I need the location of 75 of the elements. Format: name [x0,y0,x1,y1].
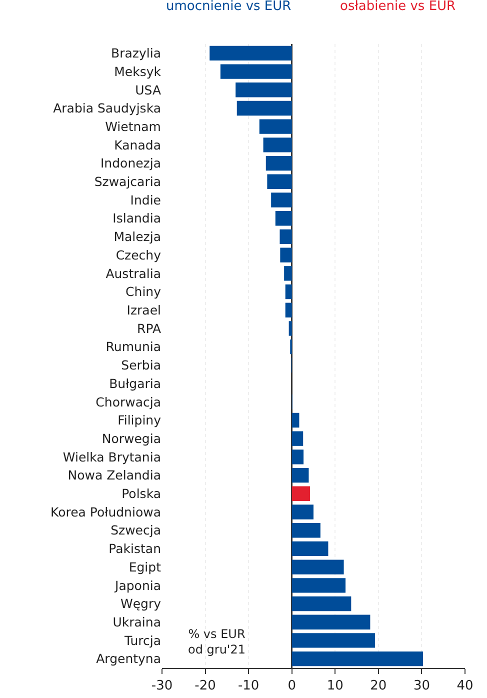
y-tick-label: Brazylia [111,46,161,61]
bar [271,192,292,208]
bar [292,541,328,556]
y-tick-label: Wietnam [105,118,161,134]
bar [284,266,292,281]
y-tick-label: Egipt [128,559,162,574]
x-tick-label: 30 [413,678,430,694]
y-tick-label: Kanada [114,137,161,152]
bar [236,100,292,116]
y-tick-label: Australia [106,266,161,281]
bar [285,302,292,318]
bar [280,248,292,262]
y-tick-label: Bułgaria [109,376,161,391]
y-tick-label: Indie [130,192,162,208]
y-tick-label: RPA [137,320,162,336]
x-tick-label: -10 [238,678,260,694]
y-tick-label: Japonia [114,578,161,593]
bar [263,138,292,152]
y-tick-label: USA [135,82,162,98]
x-tick-label: 10 [326,678,344,694]
bar [292,614,370,630]
y-tick-label: Wielka Brytania [62,449,161,464]
y-tick-label: Nowa Zelandia [68,468,161,483]
y-tick-label: Turcja [123,632,161,648]
bar [292,560,344,574]
y-tick-label: Norwegia [102,430,161,446]
bar [292,486,310,501]
y-tick-label: Węgry [120,596,162,612]
bar [236,82,292,98]
bar [292,596,352,612]
y-tick-label: Czechy [116,247,162,262]
y-tick-label: Arabia Saudyjska [53,100,161,116]
y-tick-label: Filipiny [118,412,162,428]
y-tick-label: Pakistan [108,541,161,556]
bar [288,321,292,336]
x-tick-label: 20 [370,678,387,694]
y-tick-label: Islandia [112,210,161,226]
x-tick-label: 0 [288,678,296,694]
bar [292,450,304,464]
bar [266,156,292,171]
x-tick-label: -20 [194,678,216,694]
y-tick-label: Rumunia [106,339,161,354]
y-tick-label: Chorwacja [96,394,161,410]
bar [275,211,292,226]
y-tick-label: Polska [122,486,161,502]
bar [292,633,375,648]
bar [292,504,314,520]
bar [259,119,292,134]
bar [280,229,292,244]
bar [267,174,292,189]
y-tick-label: Malezja [114,229,161,244]
y-tick-label: Meksyk [114,64,162,79]
bar [285,284,292,300]
y-tick-label: Szwecja [110,522,161,538]
y-tick-label: Korea Południowa [50,504,161,520]
text: umocnienie vs EUR [166,0,292,14]
bar [292,523,320,538]
bar [292,578,346,593]
annotation: % vs EUR od gru'21 [188,627,246,657]
y-tick-label: Serbia [121,358,161,373]
y-tick-label: Szwajcaria [94,174,161,190]
bar [292,468,309,483]
y-tick-label: Chiny [126,284,162,300]
bar [220,64,292,79]
x-tick-label: 40 [456,678,474,694]
y-tick-label: Argentyna [96,651,161,666]
bar [210,46,292,61]
y-tick-label: Izrael [126,302,161,318]
bar [292,431,304,446]
text: osłabienie vs EUR [340,0,456,14]
y-tick-label: Ukraina [112,614,161,630]
bar [292,412,300,428]
x-tick-label: -30 [151,678,173,694]
y-tick-label: Indonezja [100,156,161,171]
bar [292,651,424,666]
